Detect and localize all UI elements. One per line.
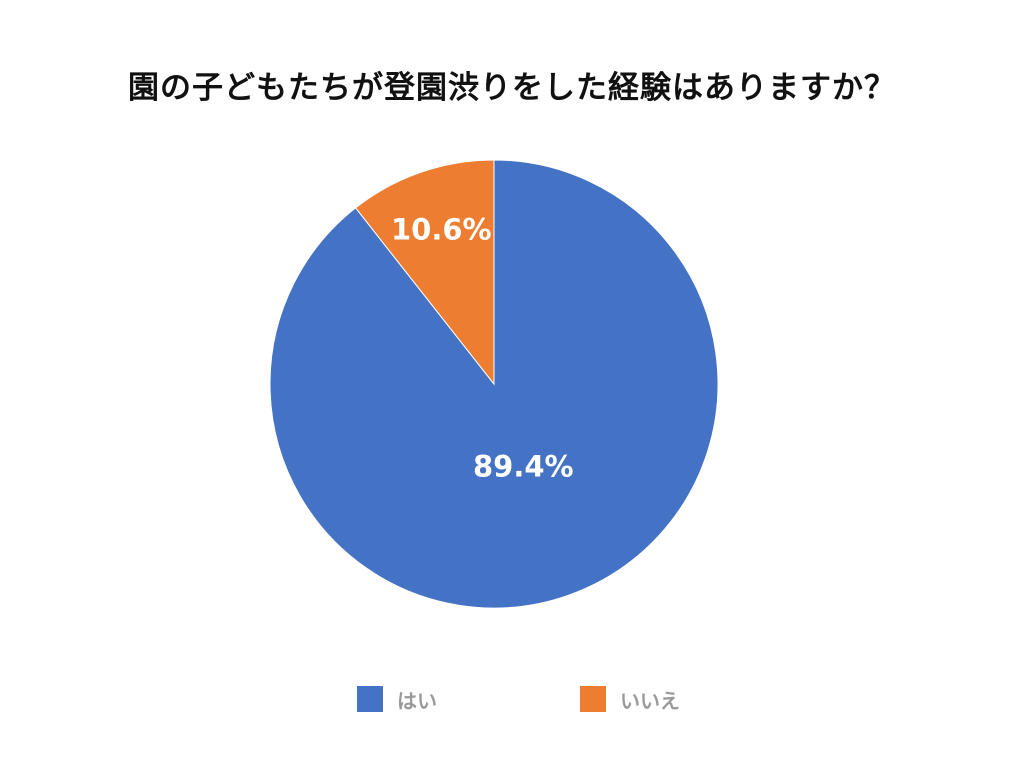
legend-item-yes: はい xyxy=(357,684,437,714)
legend-item-no: いいえ xyxy=(580,684,680,714)
pie-label-yes: 89.4% xyxy=(473,450,574,484)
legend: はい いいえ xyxy=(0,684,1024,714)
legend-swatch-no xyxy=(580,686,606,712)
legend-label-no: いいえ xyxy=(620,688,680,713)
pie-slice-no xyxy=(354,159,495,386)
legend-label-yes: はい xyxy=(397,688,437,713)
pie-label-no: 10.6% xyxy=(391,213,492,247)
legend-swatch-yes xyxy=(357,686,383,712)
chart-title: 園の子どもたちが登園渋りをした経験はありますか？ xyxy=(128,70,896,106)
